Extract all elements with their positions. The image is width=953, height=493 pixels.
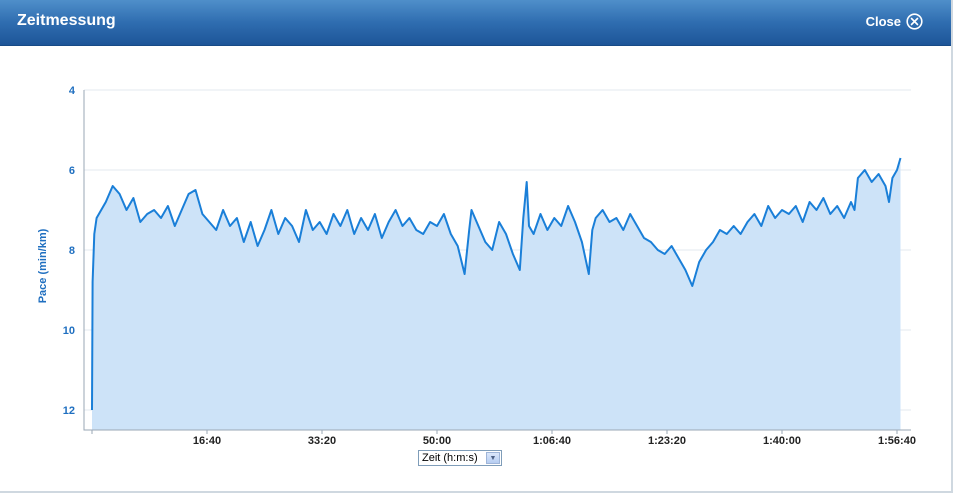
y-tick-label: 8 bbox=[69, 245, 75, 257]
pace-area bbox=[92, 158, 901, 430]
dialog-titlebar: Zeitmessung Close bbox=[0, 0, 951, 46]
x-axis-unit-value: Zeit (h:m:s) bbox=[422, 452, 478, 464]
close-label: Close bbox=[865, 14, 901, 29]
x-tick-label: 1:56:40 bbox=[878, 435, 916, 447]
x-tick-label: 1:23:20 bbox=[648, 435, 686, 447]
x-tick-label: 33:20 bbox=[308, 435, 336, 447]
axes bbox=[83, 90, 911, 434]
y-tick-label: 12 bbox=[63, 405, 75, 417]
x-tick-label: 16:40 bbox=[193, 435, 221, 447]
dialog-title: Zeitmessung bbox=[17, 12, 116, 29]
x-tick-label: 50:00 bbox=[423, 435, 451, 447]
pace-line bbox=[91, 157, 902, 411]
y-tick-labels: 4 6 8 10 12 bbox=[63, 85, 76, 417]
x-tick-labels: 16:40 33:20 50:00 1:06:40 1:23:20 1:40:00 1:56… bbox=[193, 435, 916, 447]
axis-lines bbox=[83, 90, 911, 431]
y-tick-label: 4 bbox=[69, 85, 76, 97]
y-tick-label: 10 bbox=[63, 325, 75, 337]
y-axis-label: Pace (min/km) bbox=[37, 228, 49, 303]
chevron-down-icon[interactable]: ▼ bbox=[486, 452, 500, 464]
close-icon bbox=[906, 13, 923, 30]
x-tick-label: 1:40:00 bbox=[763, 435, 801, 447]
x-tick-label: 1:06:40 bbox=[533, 435, 571, 447]
y-tick-label: 6 bbox=[69, 165, 75, 177]
x-axis-unit-select[interactable]: Zeit (h:m:s) ▼ bbox=[418, 450, 502, 466]
close-button[interactable]: Close bbox=[866, 13, 923, 30]
pace-chart: 4 6 8 10 12 16:40 33:20 50:00 1:06:40 1:23:20 1:4… bbox=[37, 85, 916, 447]
